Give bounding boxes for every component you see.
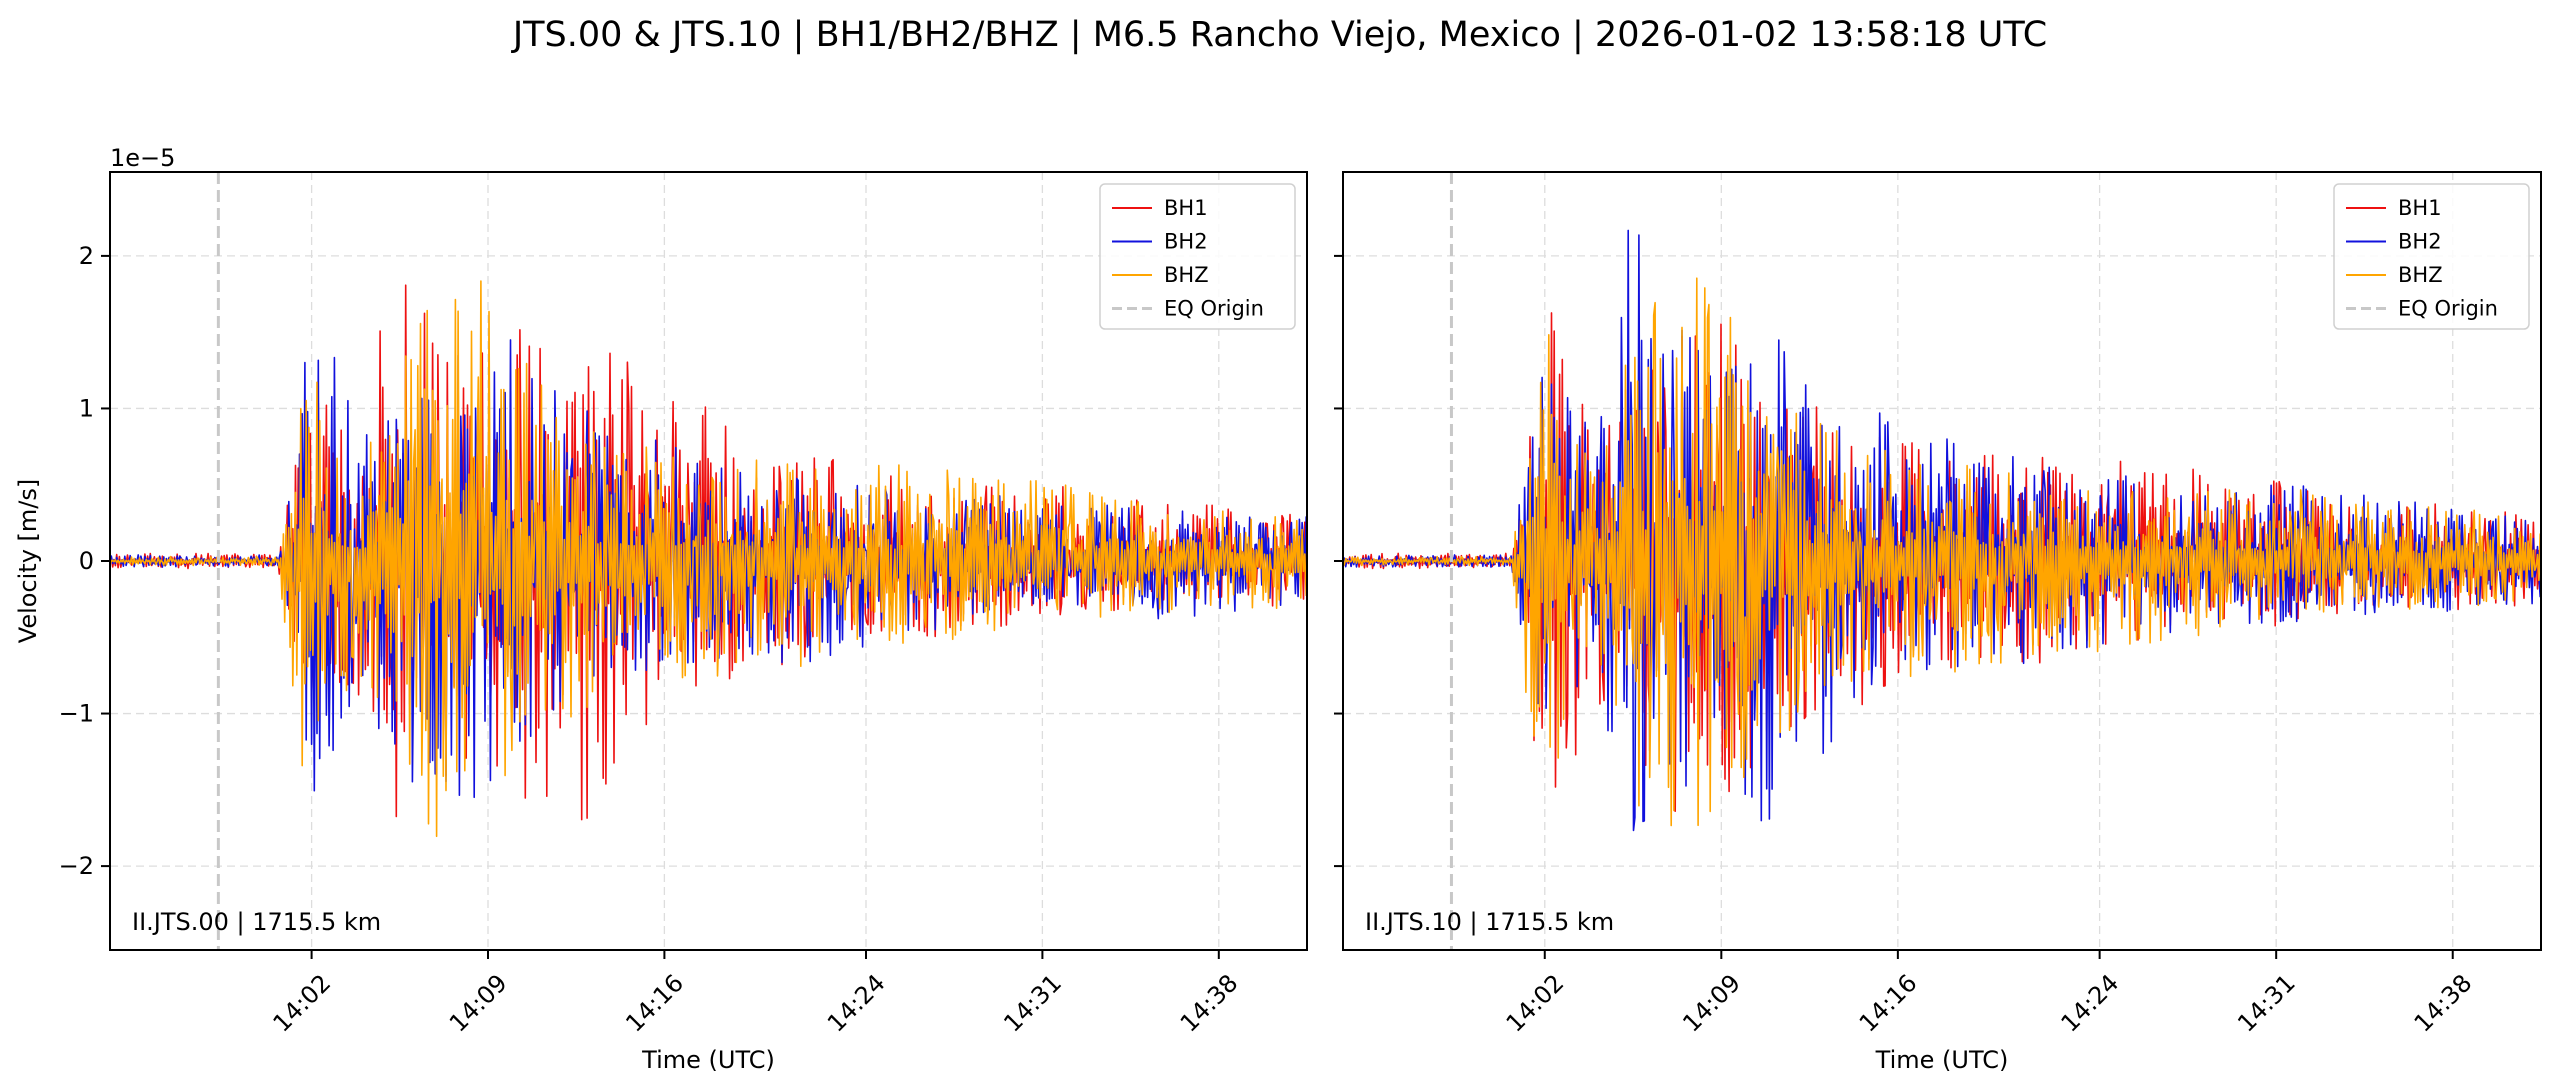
station-annotation: II.JTS.00 | 1715.5 km bbox=[132, 908, 381, 936]
traces bbox=[110, 280, 1307, 838]
legend-label: BHZ bbox=[1164, 263, 1209, 287]
y-tick-label: 2 bbox=[79, 242, 94, 270]
y-tick-label: 1 bbox=[79, 394, 94, 422]
legend: BH1 BH2 BHZ EQ Origin bbox=[2333, 183, 2530, 330]
legend-box bbox=[1099, 183, 1296, 330]
y-offset-label: 1e−5 bbox=[110, 144, 175, 172]
legend-label: BH1 bbox=[1164, 196, 1208, 220]
trace-bhz bbox=[110, 280, 1307, 838]
legend: BH1 BH2 BHZ EQ Origin bbox=[1099, 183, 1296, 330]
legend-label: BH1 bbox=[2398, 196, 2442, 220]
legend-label: BHZ bbox=[2398, 263, 2443, 287]
figure-title: JTS.00 & JTS.10 | BH1/BH2/BHZ | M6.5 Ran… bbox=[511, 15, 2047, 55]
y-tick-label: −1 bbox=[59, 700, 94, 728]
y-tick-label: −2 bbox=[59, 852, 94, 880]
x-axis-label: Time (UTC) bbox=[641, 1046, 775, 1074]
x-axis-label: Time (UTC) bbox=[1875, 1046, 2009, 1074]
legend-label: BH2 bbox=[1164, 230, 1208, 254]
legend-label: EQ Origin bbox=[1164, 297, 1264, 321]
legend-label: EQ Origin bbox=[2398, 297, 2498, 321]
station-annotation: II.JTS.10 | 1715.5 km bbox=[1365, 908, 1614, 936]
y-tick-label: 0 bbox=[79, 547, 94, 575]
legend-label: BH2 bbox=[2398, 230, 2442, 254]
y-axis-label: Velocity [m/s] bbox=[14, 479, 42, 643]
traces bbox=[1343, 229, 2541, 832]
legend-box bbox=[2333, 183, 2530, 330]
trace-bhz bbox=[1343, 277, 2541, 827]
